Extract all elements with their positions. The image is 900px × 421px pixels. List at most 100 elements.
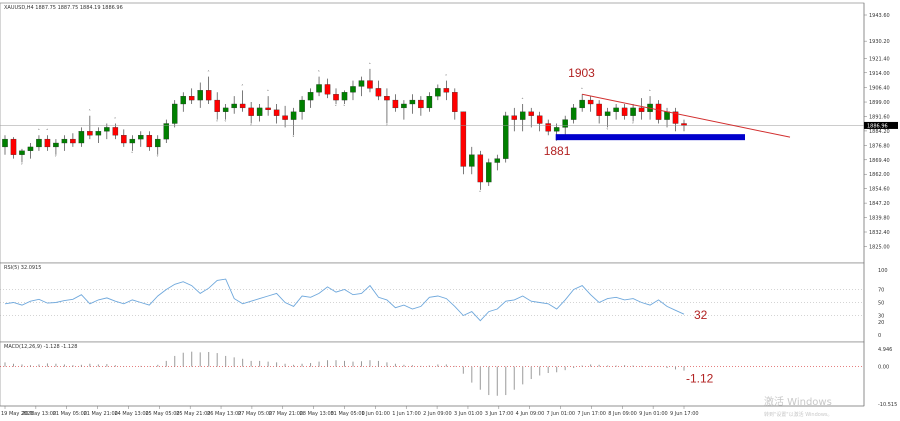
candle-body [392, 99, 399, 109]
rsi-tick-label: 100 [878, 268, 888, 274]
rsi-tick-label: 0 [878, 333, 881, 339]
candle-body [375, 88, 382, 97]
candle-body [171, 103, 178, 124]
rsi-tick-label: 30 [878, 314, 884, 320]
candle-body [350, 86, 356, 93]
candle-body [621, 107, 628, 116]
macd-tick-label: -10.515 [878, 402, 897, 408]
fractal-down-marker: ˅ [479, 190, 482, 197]
macd-tick-label: 0.00 [878, 365, 889, 371]
price-tick-label: 1930.20 [869, 39, 890, 45]
candle-body [316, 84, 322, 93]
candle-body [205, 90, 212, 101]
time-tick-label: 1 Jun 01:00 [361, 411, 390, 417]
time-tick-label: 21 May 21:00 [84, 411, 118, 417]
fractal-up-marker: ˄ [368, 62, 371, 69]
candle-body [146, 135, 153, 148]
time-tick-label: 9 Jun 01:00 [639, 411, 668, 417]
fractal-up-marker: ˄ [114, 117, 117, 124]
candle-body [231, 103, 237, 109]
candle-body [401, 103, 407, 109]
fractal-down-marker: ˅ [20, 163, 23, 170]
fractal-down-marker: ˅ [385, 124, 388, 131]
time-tick-label: 3 Jun 01:00 [454, 411, 483, 417]
candle-body [443, 88, 450, 93]
fractal-up-marker: ˄ [581, 87, 584, 94]
rsi-line [4, 278, 685, 322]
fractal-down-marker: ˅ [250, 124, 253, 131]
time-tick-label: 21 May 05:00 [53, 411, 87, 417]
symbol-header: XAUUSD,H4 1887.75 1887.75 1884.19 1886.9… [4, 5, 123, 11]
candle-body [53, 142, 59, 148]
time-tick-label: 7 Jun 17:00 [577, 411, 606, 417]
candle-body [672, 111, 679, 124]
time-tick-label: 25 May 21:00 [176, 411, 210, 417]
time-tick-label: 27 May 21:00 [269, 411, 303, 417]
candle-body [519, 111, 526, 120]
candle-body [418, 99, 424, 109]
candle-body [604, 111, 611, 116]
candle-body [384, 96, 390, 101]
watermark-line1: 激活 Windows [764, 395, 832, 408]
fractal-down-marker: ˅ [343, 104, 346, 111]
candle-body [273, 109, 280, 116]
price-tick-label: 1825.00 [869, 244, 890, 250]
time-tick-label: 1 Jun 17:00 [392, 411, 421, 417]
rsi-title: RSI(5) 32.0915 [4, 265, 41, 271]
candle-body [664, 111, 670, 120]
candle-body [655, 103, 662, 120]
macd-panel-frame [0, 341, 865, 407]
current-price-label: 1886.96 [867, 123, 888, 129]
fractal-down-marker: ˅ [54, 155, 57, 162]
candle-body [163, 123, 170, 140]
candle-body [426, 96, 433, 109]
high-annotation: 1903 [568, 66, 595, 80]
candle-body [570, 107, 577, 120]
macd-title: MACD(12,26,9) -1.128 -1.128 [4, 344, 77, 350]
price-tick-label: 1914.00 [869, 71, 890, 77]
rsi-tick-label: 70 [878, 288, 884, 294]
time-tick-label: 24 May 13:00 [114, 411, 148, 417]
candle-body [477, 154, 484, 183]
candle-body [299, 99, 305, 112]
candle-body [341, 92, 348, 101]
price-tick-label: 1854.60 [869, 187, 890, 193]
price-tick-label: 1847.20 [869, 201, 890, 207]
fractal-up-marker: ˄ [241, 83, 244, 90]
macd-axis: 4.946 0.00 -10.515 [878, 347, 897, 408]
candle-body [553, 127, 560, 132]
rsi-tick-label: 50 [878, 301, 884, 307]
candle-body [180, 96, 186, 105]
time-tick-label: 2 Jun 09:00 [423, 411, 452, 417]
price-tick-label: 1884.20 [869, 129, 890, 135]
time-tick-label: 19 May 2021 [1, 411, 34, 417]
candle-body [324, 84, 331, 95]
candle-body [222, 107, 229, 112]
price-tick-label: 1943.60 [869, 13, 890, 19]
candle-body [248, 107, 254, 116]
candle-body [469, 154, 475, 167]
time-tick-label: 26 May 13:00 [207, 411, 241, 417]
fractal-down-marker: ˅ [335, 104, 338, 111]
fractal-up-marker: ˄ [46, 128, 49, 135]
price-tick-label: 1921.40 [869, 56, 890, 62]
price-panel-frame [0, 2, 865, 264]
time-tick-label: 27 May 05:00 [238, 411, 272, 417]
fractal-up-marker: ˄ [649, 89, 652, 96]
time-tick-label: 3 Jun 17:00 [485, 411, 514, 417]
watermark-line2: 转到"设置"以激活 Windows。 [764, 411, 833, 418]
support-zone [555, 134, 745, 141]
candle-body [630, 107, 636, 116]
price-tick-label: 1832.40 [869, 230, 890, 236]
candle-body [435, 88, 441, 97]
candle-body [188, 96, 195, 101]
macd-histogram [4, 351, 685, 396]
candle-body [104, 127, 110, 132]
candle-body [282, 115, 288, 120]
candle-body [562, 119, 568, 128]
rsi-levels [0, 289, 864, 316]
time-tick-label: 25 May 05:00 [145, 411, 179, 417]
candle-body [307, 92, 314, 101]
